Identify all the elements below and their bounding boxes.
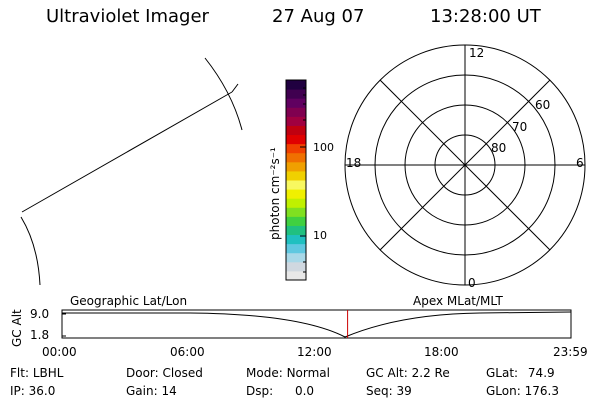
image-panel bbox=[20, 57, 243, 286]
colorbar-segment bbox=[286, 198, 306, 208]
ip-label: IP: bbox=[10, 384, 25, 398]
glon-field: GLon: 176.3 bbox=[486, 384, 559, 398]
glat-value: 74.9 bbox=[527, 366, 555, 380]
colorbar-ticks bbox=[300, 87, 306, 273]
glat-field: GLat: 74.9 bbox=[486, 366, 555, 380]
mode-label: Mode: bbox=[246, 366, 283, 380]
mlat-label-60: 60 bbox=[535, 98, 550, 112]
colorbar-segment bbox=[286, 180, 306, 190]
glon-value: 176.3 bbox=[524, 384, 559, 398]
timeline-ytick-label-top: 9.0 bbox=[30, 307, 49, 321]
polar-plot bbox=[344, 44, 586, 286]
gc-alt-value: 2.2 Re bbox=[411, 366, 450, 380]
polar-diagonal-2 bbox=[379, 79, 551, 251]
colorbar-segment bbox=[286, 270, 306, 281]
colorbar bbox=[285, 79, 307, 281]
door-field: Door: Closed bbox=[126, 366, 203, 380]
glat-label: GLat: bbox=[486, 366, 519, 380]
ip-value: 36.0 bbox=[28, 384, 56, 398]
colorbar-segment bbox=[286, 252, 306, 263]
colorbar-segment bbox=[286, 243, 306, 254]
colorbar-segment bbox=[286, 234, 306, 245]
gain-label: Gain: bbox=[126, 384, 158, 398]
terminator-line bbox=[21, 91, 233, 213]
timeline-xtick-4: 23:59 bbox=[553, 345, 588, 359]
instrument-name: Ultraviolet Imager bbox=[46, 6, 209, 27]
colorbar-segment bbox=[286, 161, 306, 172]
colorbar-segment bbox=[286, 107, 306, 117]
mlt-label-18: 18 bbox=[346, 156, 361, 170]
dsp-label: Dsp: bbox=[246, 384, 274, 398]
limb-arc-lower bbox=[20, 216, 41, 286]
timeline-xtick-2: 12:00 bbox=[297, 345, 332, 359]
timeline-ytick-label-bottom: 1.8 bbox=[30, 328, 49, 342]
mode-field: Mode: Normal bbox=[246, 366, 330, 380]
mlt-label-0: 0 bbox=[468, 276, 476, 290]
mode-value: Normal bbox=[286, 366, 330, 380]
gc-alt-field: GC Alt: 2.2 Re bbox=[366, 366, 450, 380]
gc-alt-label: GC Alt: bbox=[366, 366, 408, 380]
colorbar-segment bbox=[286, 216, 306, 226]
ip-field: IP: 36.0 bbox=[10, 384, 55, 398]
colorbar-segment bbox=[286, 207, 306, 217]
colorbar-segment bbox=[286, 143, 306, 154]
colorbar-tick-100: 100 bbox=[313, 141, 334, 154]
timeline-right-label: Apex MLat/MLT bbox=[413, 294, 503, 308]
timeline-frame bbox=[61, 309, 572, 339]
timeline-left-label: Geographic Lat/Lon bbox=[70, 294, 187, 308]
colorbar-segment bbox=[286, 116, 306, 126]
filter-label: Flt: bbox=[10, 366, 29, 380]
timeline-xtick-3: 18:00 bbox=[424, 345, 459, 359]
gain-field: Gain: 14 bbox=[126, 384, 177, 398]
colorbar-unit-label: photon cm⁻²s⁻¹ bbox=[268, 147, 282, 240]
colorbar-segment bbox=[286, 261, 306, 272]
seq-field: Seq: 39 bbox=[366, 384, 412, 398]
dsp-field: Dsp: 0.0 bbox=[246, 384, 314, 398]
observation-time: 13:28:00 UT bbox=[430, 6, 541, 27]
altitude-curve bbox=[62, 311, 572, 338]
timeline-plot bbox=[61, 309, 572, 339]
dsp-value: 0.0 bbox=[294, 384, 315, 398]
gain-value: 14 bbox=[161, 384, 177, 398]
mlt-label-6: 6 bbox=[576, 156, 584, 170]
colorbar-segment bbox=[286, 152, 306, 163]
filter-field: Flt: LBHL bbox=[10, 366, 63, 380]
mlat-label-80: 80 bbox=[491, 141, 506, 155]
colorbar-segment bbox=[286, 125, 306, 136]
door-value: Closed bbox=[162, 366, 203, 380]
colorbar-frame bbox=[285, 79, 307, 281]
timeline-xtick-1: 06:00 bbox=[170, 345, 205, 359]
mlat-label-70: 70 bbox=[512, 120, 527, 134]
timeline-ylabel: GC Alt bbox=[10, 309, 24, 347]
horizon-tick bbox=[231, 83, 239, 93]
filter-value: LBHL bbox=[32, 366, 64, 380]
glon-label: GLon: bbox=[486, 384, 521, 398]
observation-date: 27 Aug 07 bbox=[272, 6, 365, 27]
mlt-label-12: 12 bbox=[469, 46, 484, 60]
seq-label: Seq: bbox=[366, 384, 393, 398]
door-label: Door: bbox=[126, 366, 159, 380]
colorbar-tick-10: 10 bbox=[313, 229, 327, 242]
colorbar-segment bbox=[286, 225, 306, 236]
colorbar-segment bbox=[286, 89, 306, 99]
timeline-xtick-0: 00:00 bbox=[42, 345, 77, 359]
colorbar-segment bbox=[286, 134, 306, 145]
colorbar-segment bbox=[286, 170, 306, 181]
colorbar-segment bbox=[286, 189, 306, 199]
limb-arc-upper bbox=[204, 57, 243, 131]
colorbar-segment bbox=[286, 80, 306, 90]
seq-value: 39 bbox=[396, 384, 412, 398]
colorbar-segment bbox=[286, 98, 306, 108]
